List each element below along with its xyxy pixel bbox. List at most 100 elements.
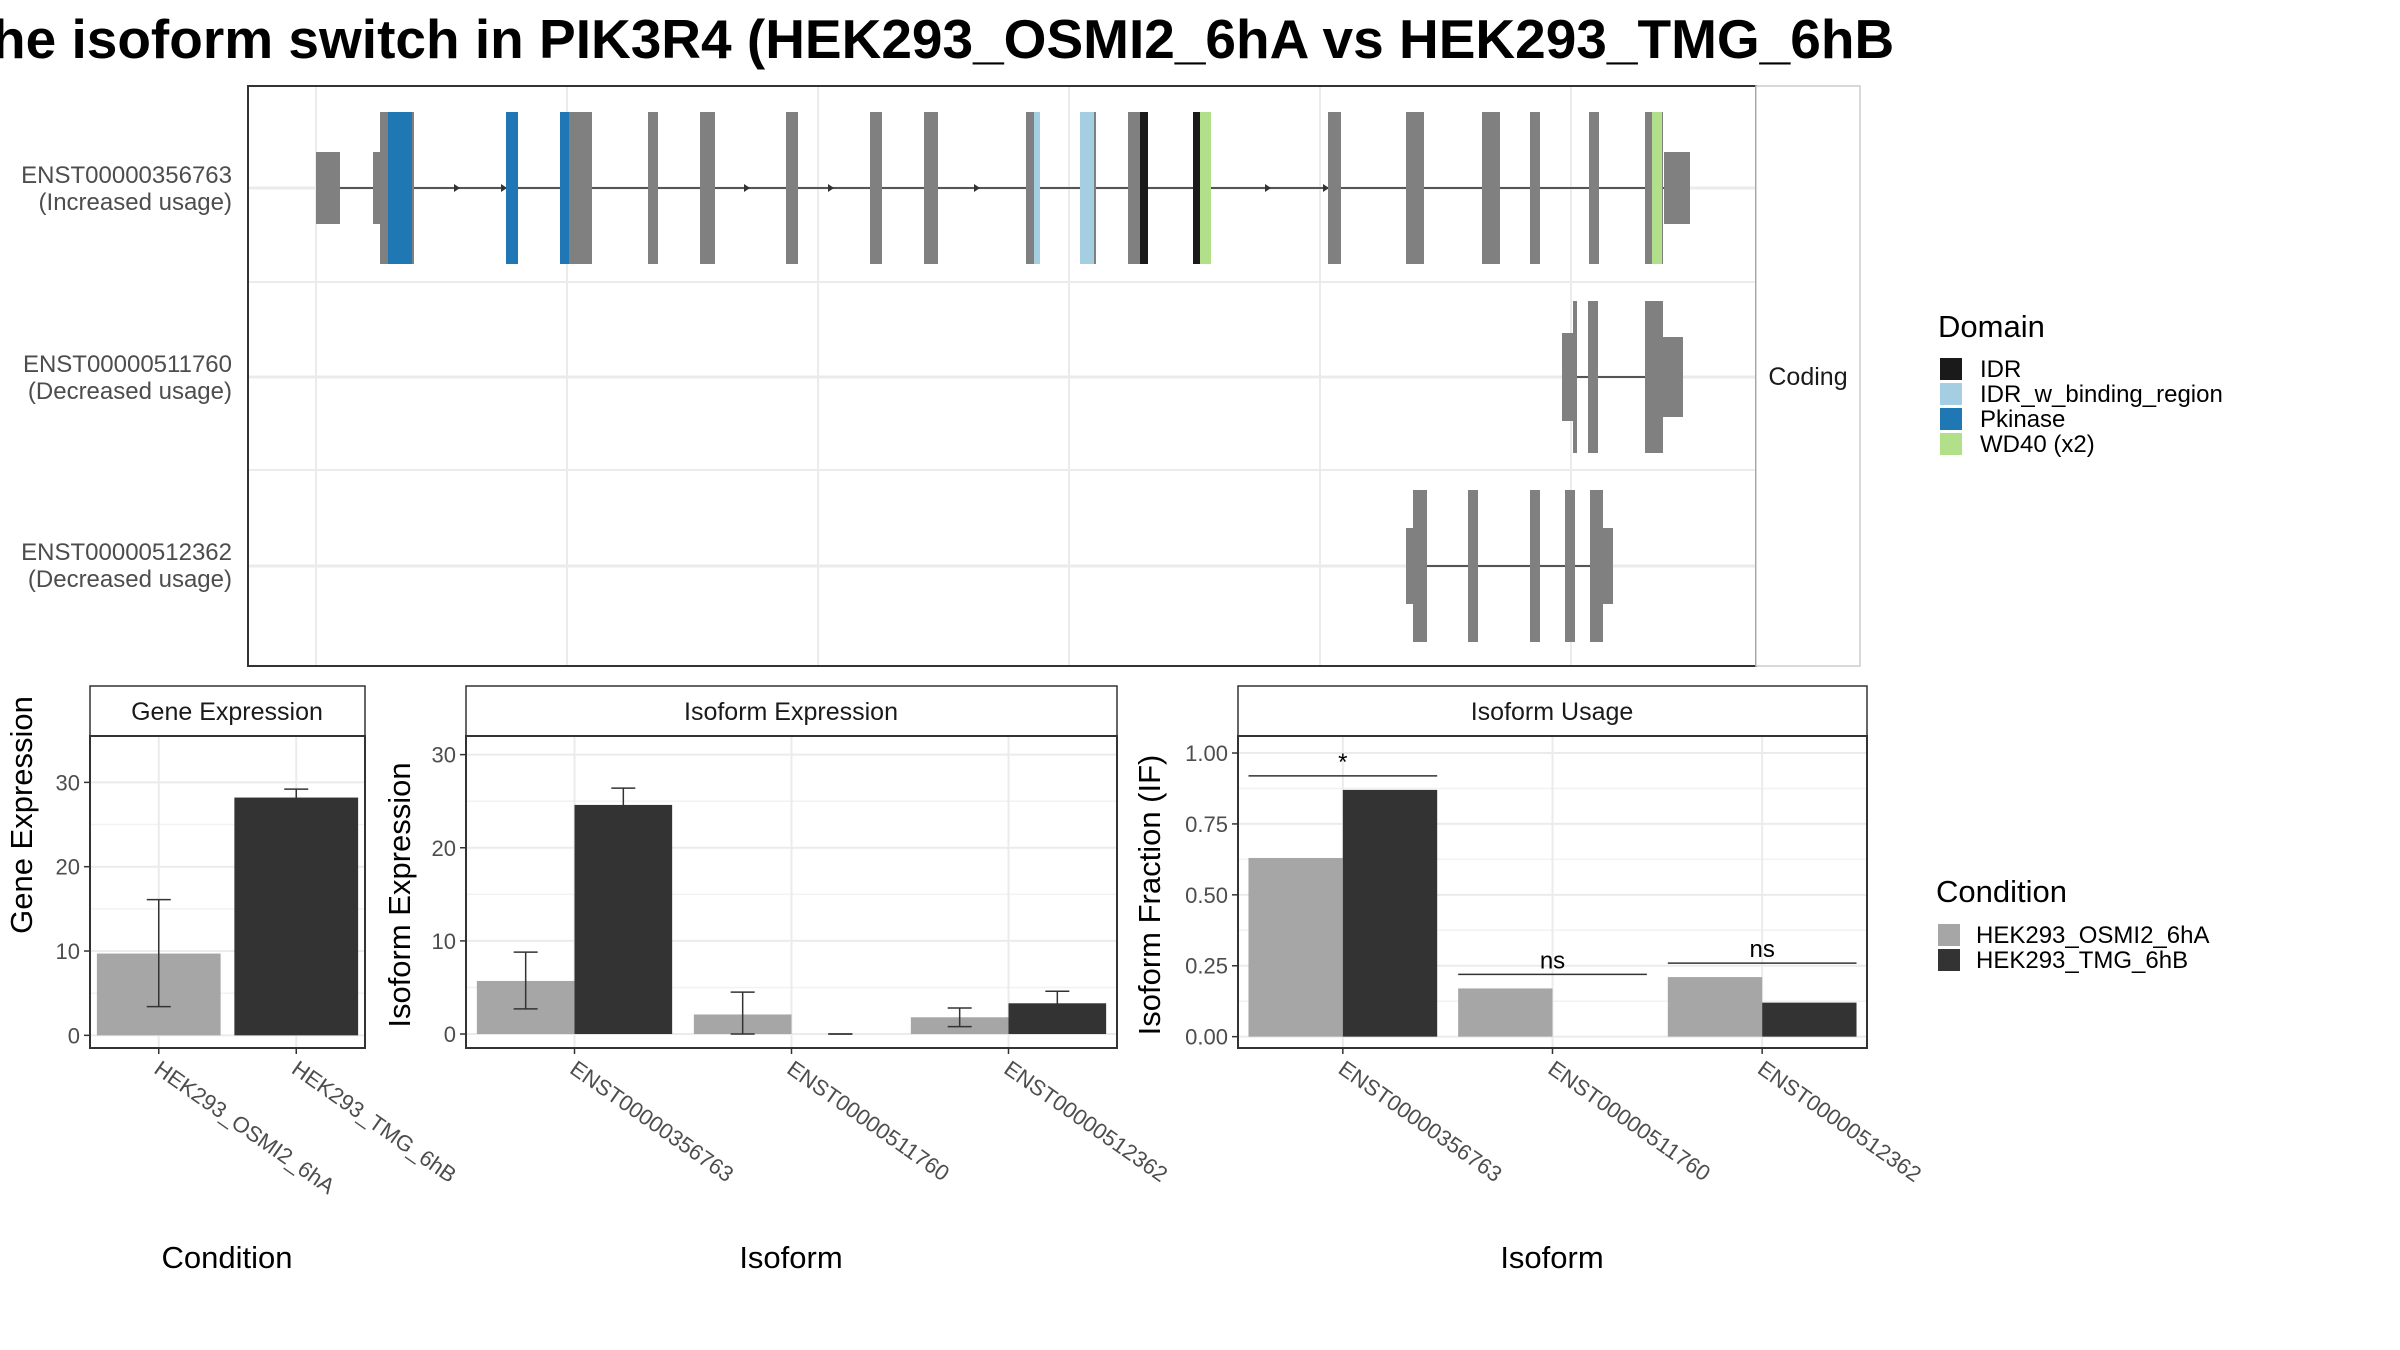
transcript-3-id: ENST00000512362 <box>21 539 232 566</box>
intron-arrow <box>974 184 980 192</box>
y-tick-label: 20 <box>432 836 456 861</box>
significance-label: ns <box>1540 947 1565 974</box>
y-tick-label: 1.00 <box>1185 741 1228 766</box>
gene-expression-strip <box>89 685 366 737</box>
domain-legend: Domain IDRIDR_w_binding_regionPkinaseWD4… <box>1938 309 2223 458</box>
transcript-2-id: ENST00000511760 <box>23 351 232 378</box>
isoform-usage-panel: Isoform Usage * ns ns 0.00 0.25 0.50 0.75 1.00 E… <box>1132 685 1926 1275</box>
exon <box>924 112 938 264</box>
domain-segment <box>1652 112 1662 264</box>
exon <box>1328 112 1341 264</box>
exon <box>786 112 798 264</box>
exon <box>700 112 715 264</box>
exon <box>1590 490 1603 642</box>
exon <box>1406 112 1424 264</box>
exon <box>1530 112 1540 264</box>
exon <box>1663 337 1683 417</box>
condition-legend-label: HEK293_TMG_6hB <box>1976 947 2188 974</box>
y-tick-label: 0.25 <box>1185 954 1228 979</box>
domain-segment <box>1080 112 1094 264</box>
significance-label: ns <box>1749 936 1774 963</box>
intron-arrow <box>1323 184 1329 192</box>
significance-label: * <box>1338 749 1347 776</box>
exon <box>1468 490 1478 642</box>
exon <box>1588 301 1598 453</box>
isoform-usage-ylabel: Isoform Fraction (IF) <box>1132 755 1167 1036</box>
domain-legend-swatch <box>1940 433 1962 455</box>
transcript-models <box>316 112 1690 642</box>
isoform-usage-strip <box>1237 685 1868 737</box>
gene-expression-strip-title: Gene Expression <box>131 698 323 726</box>
exon <box>870 112 882 264</box>
transcript-1-usage: (Increased usage) <box>39 189 232 216</box>
condition-legend-label: HEK293_OSMI2_6hA <box>1976 922 2209 949</box>
exon <box>1589 112 1599 264</box>
transcript-1-id: ENST00000356763 <box>21 162 232 189</box>
isoform-expression-ylabel: Isoform Expression <box>382 762 417 1027</box>
y-tick-label: 30 <box>432 743 456 768</box>
y-tick-label: 0 <box>444 1022 456 1047</box>
gene-expression-ylabel: Gene Expression <box>4 696 39 934</box>
coding-facet-label: Coding <box>1768 363 1847 391</box>
domain-legend-label: IDR <box>1980 356 2021 383</box>
exon <box>373 152 381 224</box>
y-tick-label: 10 <box>56 939 80 964</box>
bar <box>1248 857 1343 1037</box>
isoform-expression-xlabel: Isoform <box>739 1240 842 1275</box>
domain-segment <box>1200 112 1211 264</box>
bar <box>574 804 673 1035</box>
exon <box>1565 490 1575 642</box>
x-tick-label: ENST00000512362 <box>1753 1056 1926 1187</box>
y-tick-label: 0 <box>68 1023 80 1048</box>
exon <box>1645 301 1663 453</box>
y-tick-label: 0.75 <box>1185 812 1228 837</box>
domain-legend-swatch <box>1940 358 1962 380</box>
exon <box>1664 152 1690 224</box>
y-tick-label: 30 <box>56 770 80 795</box>
x-tick-label: ENST00000511760 <box>1544 1056 1715 1186</box>
exon <box>1573 301 1577 453</box>
bar <box>234 797 359 1036</box>
condition-legend-title: Condition <box>1936 874 2067 909</box>
exon <box>1413 490 1427 642</box>
condition-legend-swatch <box>1938 949 1960 971</box>
domain-legend-swatch <box>1940 408 1962 430</box>
domain-segment <box>1140 112 1148 264</box>
chart-title: he isoform switch in PIK3R4 (HEK293_OSMI… <box>0 8 1894 70</box>
domain-legend-title: Domain <box>1938 309 2045 344</box>
coding-facet-strip <box>1755 85 1861 667</box>
domain-segment <box>388 112 412 264</box>
x-tick-label: ENST00000356763 <box>1334 1056 1507 1187</box>
isoform-expression-strip-title: Isoform Expression <box>684 698 898 726</box>
x-tick-label: ENST00000356763 <box>566 1056 739 1187</box>
domain-segment <box>506 112 518 264</box>
exon <box>1406 528 1414 604</box>
isoform-expression-plot: 0 10 20 30 ENST00000356763 ENST00000511760 ENS… <box>432 735 1172 1187</box>
isoform-usage-strip-title: Isoform Usage <box>1471 698 1634 726</box>
intron-arrow <box>744 184 750 192</box>
bar <box>1458 988 1553 1037</box>
domain-segment <box>560 112 569 264</box>
transcript-2-usage: (Decreased usage) <box>28 378 232 405</box>
y-tick-label: 0.00 <box>1185 1025 1228 1050</box>
y-tick-label: 10 <box>432 929 456 954</box>
bar <box>1342 789 1438 1037</box>
exon <box>1603 528 1613 604</box>
bar <box>1762 1002 1857 1037</box>
intron-arrow <box>501 184 507 192</box>
domain-legend-label: WD40 (x2) <box>1980 431 2095 458</box>
isoform-usage-plot: * ns ns 0.00 0.25 0.50 0.75 1.00 ENST00000356763… <box>1185 735 1926 1187</box>
bar <box>1667 977 1763 1037</box>
gene-expression-xlabel: Condition <box>162 1240 293 1275</box>
domain-segment <box>1034 112 1040 264</box>
y-tick-label: 0.50 <box>1185 883 1228 908</box>
exon <box>316 152 340 224</box>
x-tick-label: ENST00000511760 <box>783 1056 954 1186</box>
domain-legend-swatch <box>1940 383 1962 405</box>
transcript-panel: Coding ENST00000356763 (Increased usage)… <box>21 85 1861 667</box>
domain-legend-label: Pkinase <box>1980 406 2065 433</box>
intron-arrow <box>1265 184 1271 192</box>
